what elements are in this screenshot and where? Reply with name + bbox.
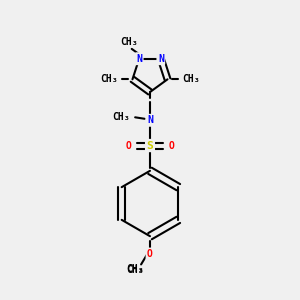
Text: CH₃: CH₃ (120, 37, 138, 47)
Text: N: N (158, 54, 164, 64)
Text: N: N (136, 54, 142, 64)
Text: S: S (147, 140, 153, 151)
Text: CH₃: CH₃ (100, 74, 118, 84)
Text: S: S (146, 139, 154, 152)
Text: CH₃: CH₃ (182, 74, 200, 84)
Text: O: O (147, 249, 153, 259)
Text: O: O (125, 140, 131, 151)
Text: N: N (158, 54, 164, 64)
Text: CH₃: CH₃ (126, 266, 144, 275)
Text: O: O (169, 140, 175, 151)
Text: CH₃: CH₃ (112, 112, 130, 122)
Text: O: O (169, 140, 175, 151)
Text: N: N (147, 115, 153, 125)
Text: N: N (136, 54, 142, 64)
Text: O: O (125, 140, 131, 151)
Text: O: O (147, 249, 153, 259)
Text: N: N (147, 115, 153, 125)
Text: CH₃: CH₃ (126, 264, 144, 274)
